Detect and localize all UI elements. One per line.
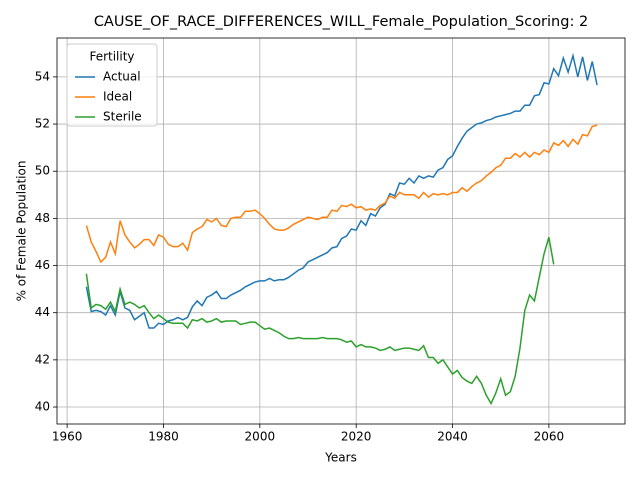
y-tick-label: 46 bbox=[35, 258, 50, 272]
y-tick-label: 52 bbox=[35, 117, 50, 131]
legend-label: Ideal bbox=[103, 90, 132, 104]
y-tick-label: 50 bbox=[35, 164, 50, 178]
series-line bbox=[85, 124, 598, 264]
series-line bbox=[85, 237, 555, 406]
y-tick-label: 48 bbox=[35, 211, 50, 225]
x-tick-label: 2020 bbox=[341, 430, 372, 444]
y-tick-label: 44 bbox=[35, 305, 50, 319]
legend: Fertility Actual Ideal Sterile bbox=[66, 43, 158, 127]
legend-label: Sterile bbox=[103, 110, 142, 124]
x-tick-label: 2060 bbox=[534, 430, 565, 444]
x-tick-label: 1980 bbox=[148, 430, 179, 444]
y-tick-label: 40 bbox=[35, 400, 50, 414]
y-tick-label: 42 bbox=[35, 352, 50, 366]
legend-title: Fertility bbox=[89, 50, 134, 64]
legend-box bbox=[66, 43, 158, 127]
x-tick-label: 1960 bbox=[52, 430, 83, 444]
x-tick-label: 2040 bbox=[437, 430, 468, 444]
y-tick-label: 54 bbox=[35, 69, 50, 83]
legend-label: Actual bbox=[103, 70, 141, 84]
y-axis-label: % of Female Population bbox=[15, 161, 29, 302]
x-axis-label: Years bbox=[324, 451, 357, 465]
x-tick-label: 2000 bbox=[245, 430, 276, 444]
chart-title: CAUSE_OF_RACE_DIFFERENCES_WILL_Female_Po… bbox=[94, 14, 588, 30]
series-line bbox=[85, 52, 598, 329]
plot-frame bbox=[56, 37, 626, 425]
